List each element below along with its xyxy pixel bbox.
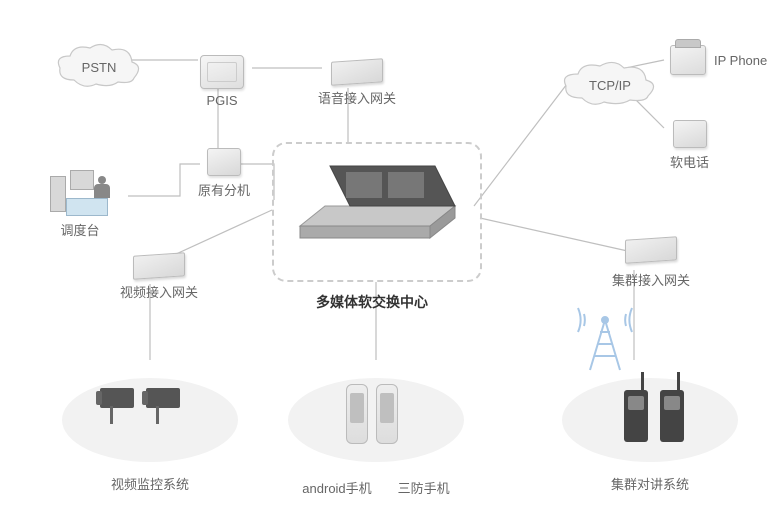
gateway-icon [625,236,677,264]
gateway-icon [133,252,185,280]
cloud-icon [560,60,660,108]
ellipse-group-icon [60,360,240,460]
box-icon [207,148,241,176]
box-icon [673,120,707,148]
mobile-system-node: android手机 三防手机 [286,360,466,497]
ellipse-group-icon [560,360,740,460]
ip-phone-label: IP Phone [714,53,767,68]
tcpip-label: TCP/IP [560,78,660,93]
pgis-node: PGIS [200,55,244,108]
center-title: 多媒体软交换中心 [316,292,428,312]
dispatch-label: 调度台 [60,220,99,239]
pgis-icon [200,55,244,89]
radio-tower-icon [578,308,632,370]
video-system-node: 视频监控系统 [60,360,240,493]
video-system-label: 视频监控系统 [111,474,189,493]
tcpip-cloud: TCP/IP [560,60,660,108]
voice-gateway-label: 语音接入网关 [318,88,396,107]
video-gateway-label: 视频接入网关 [120,282,198,301]
center-region [272,142,482,282]
cluster-gateway-label: 集群接入网关 [612,270,690,289]
ellipse-group-icon [286,360,466,460]
ip-phone-node: IP Phone [670,45,767,75]
pgis-label: PGIS [206,93,237,108]
cluster-gateway-node: 集群接入网关 [612,238,690,289]
video-gateway-node: 视频接入网关 [120,254,198,301]
voice-gateway-node: 语音接入网关 [318,60,396,107]
dispatch-node: 调度台 [50,170,110,239]
cluster-system-node: 集群对讲系统 [560,360,740,493]
softphone-label: 软电话 [670,152,709,171]
center-label: 多媒体软交换中心 [316,288,428,312]
rugged-phone-label: 三防手机 [398,478,450,497]
gateway-icon [331,58,383,86]
android-label: android手机 [302,478,371,497]
phone-icon [670,45,706,75]
softphone-node: 软电话 [670,120,709,171]
pstn-cloud: PSTN [54,42,144,92]
cloud-icon [54,42,144,92]
ext-phone-label: 原有分机 [198,180,250,199]
workstation-icon [50,170,110,216]
pstn-label: PSTN [54,60,144,75]
ext-phone-node: 原有分机 [198,148,250,199]
cluster-system-label: 集群对讲系统 [611,474,689,493]
